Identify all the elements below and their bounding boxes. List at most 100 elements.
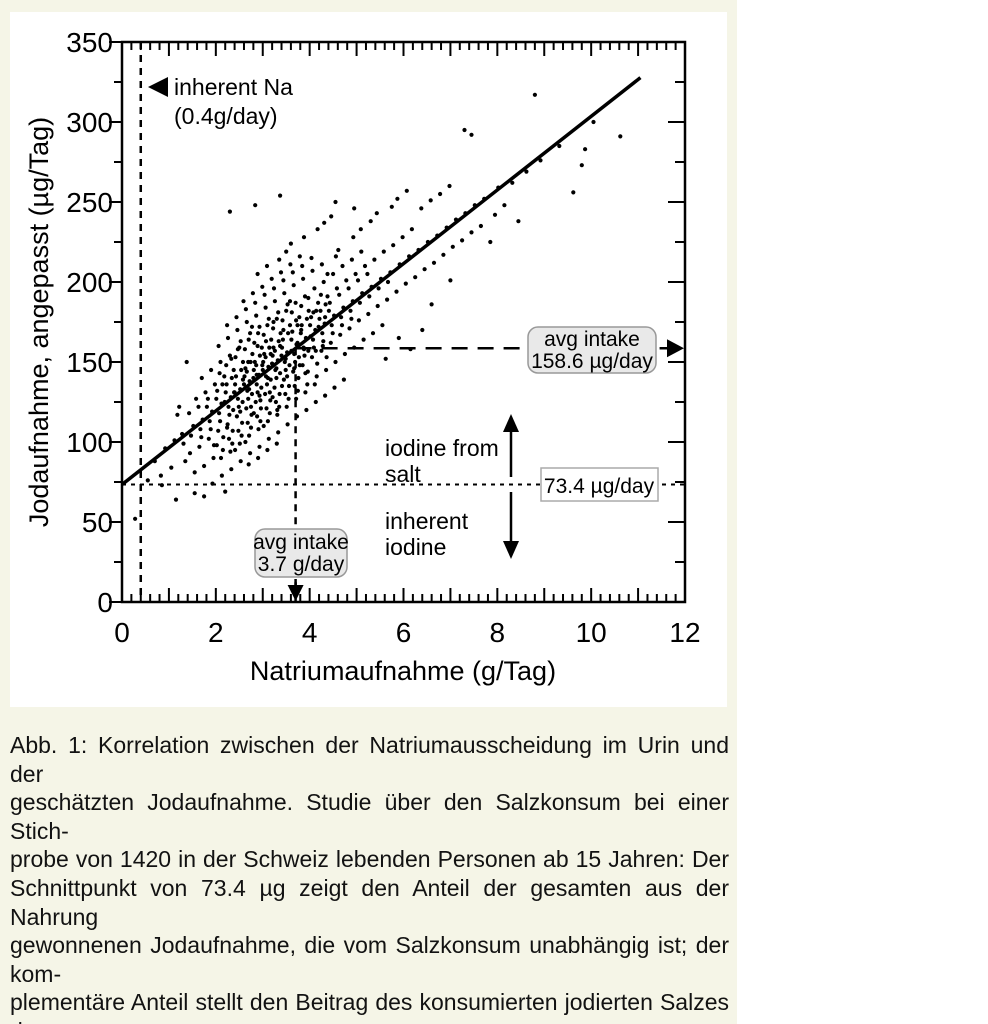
data-point: [237, 441, 242, 446]
data-point: [262, 351, 267, 357]
data-point: [285, 374, 290, 379]
data-point: [312, 286, 317, 291]
data-point: [340, 263, 345, 269]
data-point: [278, 270, 284, 275]
data-point: [532, 92, 538, 97]
avg-sodium-label: avg intake: [253, 531, 349, 554]
data-point: [447, 183, 452, 189]
data-point: [462, 127, 467, 133]
data-point: [329, 214, 334, 219]
data-point: [256, 427, 261, 432]
data-point: [214, 443, 219, 448]
data-point: [314, 374, 319, 379]
data-point: [265, 419, 270, 424]
data-point: [290, 270, 295, 275]
data-point: [272, 348, 277, 353]
data-point: [278, 331, 283, 336]
data-point: [251, 367, 256, 373]
data-point: [330, 331, 335, 336]
data-point: [223, 390, 228, 395]
data-point: [262, 292, 267, 297]
data-point: [256, 455, 261, 461]
data-point: [324, 355, 329, 360]
data-point: [218, 455, 224, 461]
data-point: [271, 326, 276, 331]
data-point: [244, 369, 249, 374]
data-point: [385, 279, 391, 285]
data-point: [255, 271, 260, 277]
data-point: [197, 444, 202, 449]
data-point: [294, 318, 299, 323]
inherent-iodine-label: inherent: [385, 508, 469, 534]
data-point: [252, 359, 257, 365]
data-point: [361, 337, 366, 342]
data-point: [324, 367, 329, 373]
data-point: [310, 337, 316, 342]
x-tick-label: 6: [396, 617, 412, 648]
avg-iodine-value: 158.6 µg/day: [531, 350, 653, 373]
data-point: [243, 439, 248, 445]
data-point: [253, 203, 258, 208]
data-point: [235, 327, 240, 333]
x-tick-label: 2: [208, 617, 224, 648]
data-point: [365, 271, 370, 277]
data-point: [231, 367, 236, 373]
data-point: [400, 235, 405, 240]
data-point: [254, 363, 259, 368]
data-point: [263, 305, 268, 310]
data-point: [253, 399, 258, 405]
data-point: [448, 278, 453, 283]
data-point: [277, 391, 282, 397]
data-point: [220, 447, 225, 453]
data-point: [259, 345, 264, 350]
data-point: [238, 339, 243, 344]
data-point: [319, 262, 324, 267]
data-point: [286, 331, 291, 336]
data-point: [225, 335, 231, 341]
data-point: [376, 286, 381, 291]
y-axis-title: Jodaufnahme, angepasst (µg/Tag): [24, 117, 54, 527]
data-point: [242, 347, 247, 352]
data-point: [469, 230, 474, 235]
data-point: [320, 331, 325, 336]
data-point: [265, 447, 270, 453]
data-point: [239, 367, 244, 373]
data-point: [268, 351, 273, 357]
data-point: [286, 383, 292, 389]
y-tick-label: 100: [66, 427, 113, 458]
data-point: [216, 428, 221, 433]
data-point: [248, 331, 253, 336]
data-point: [380, 323, 385, 328]
data-point: [297, 254, 302, 259]
data-point: [233, 382, 238, 387]
data-point: [263, 339, 269, 344]
data-point: [211, 455, 216, 461]
data-point: [169, 465, 174, 470]
data-point: [281, 327, 286, 333]
data-point: [396, 335, 401, 341]
data-point: [313, 348, 318, 353]
data-point: [404, 188, 409, 193]
data-point: [267, 411, 272, 416]
iodine-from-salt-label: salt: [385, 461, 421, 487]
y-tick-label: 150: [66, 347, 113, 378]
data-point: [244, 406, 249, 411]
data-point: [289, 337, 294, 342]
right-arrowhead-icon: [667, 339, 684, 358]
data-point: [248, 404, 254, 409]
data-point: [242, 374, 247, 379]
data-point: [381, 249, 386, 254]
data-point: [230, 441, 235, 446]
data-point: [579, 163, 584, 168]
data-point: [308, 323, 313, 328]
data-point: [299, 303, 304, 309]
data-point: [348, 308, 353, 313]
data-point: [263, 355, 268, 360]
caption-line-5: gewonnenen Jodaufnahme, die vom Salzkons…: [10, 932, 729, 987]
data-point: [309, 315, 314, 320]
data-point: [266, 316, 271, 321]
data-point: [321, 339, 326, 344]
data-point: [173, 497, 179, 502]
data-point: [229, 375, 234, 381]
data-point: [271, 345, 276, 350]
